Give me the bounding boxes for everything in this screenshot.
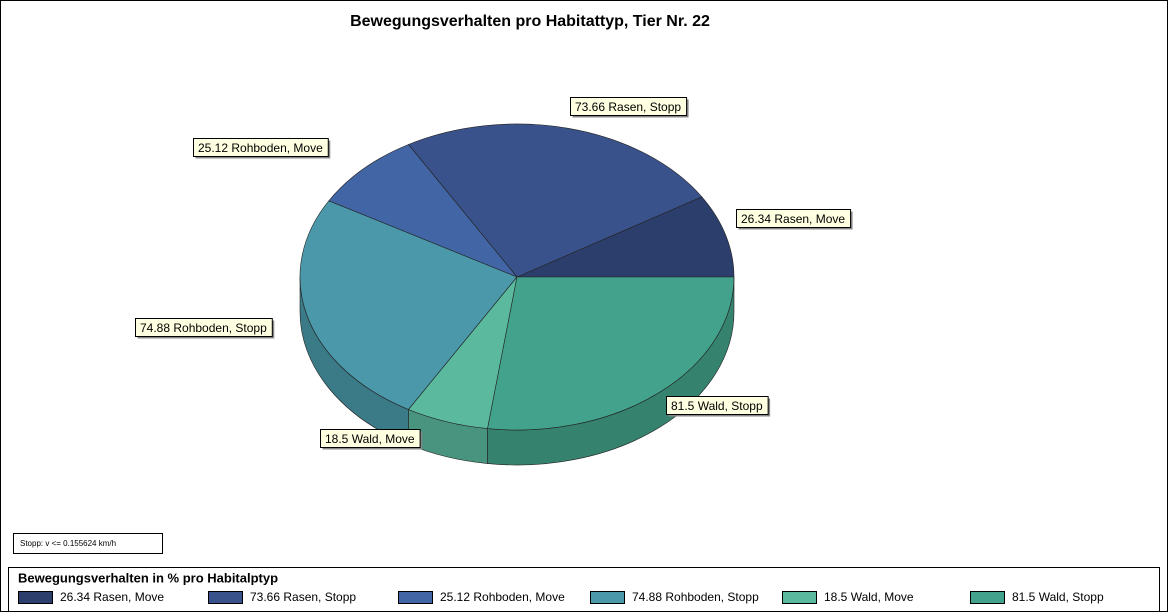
legend-label: 74.88 Rohboden, Stopp bbox=[632, 590, 759, 604]
slice bbox=[328, 144, 518, 278]
data-label: 81.5 Wald, Stopp bbox=[671, 399, 763, 413]
legend-label: 18.5 Wald, Move bbox=[824, 590, 914, 604]
slice bbox=[487, 276, 735, 431]
legend-label: 26.34 Rasen, Move bbox=[60, 590, 164, 604]
label-box bbox=[320, 429, 421, 448]
data-label: 18.5 Wald, Move bbox=[325, 432, 415, 446]
data-label: 73.66 Rasen, Stopp bbox=[575, 100, 681, 114]
legend-swatch bbox=[782, 591, 817, 604]
chart-title: Bewegungsverhalten pro Habitattyp, Tier … bbox=[350, 13, 710, 30]
label-box bbox=[570, 97, 688, 116]
legend-swatch bbox=[18, 591, 53, 604]
label-box bbox=[666, 396, 769, 415]
note: Stopp: v <= 0.155624 km/h bbox=[20, 539, 116, 548]
legend-title: Bewegungsverhalten in % pro Habitalptyp bbox=[18, 570, 278, 585]
note-box bbox=[13, 533, 163, 554]
label-box bbox=[736, 209, 852, 228]
label-box bbox=[193, 138, 329, 157]
legend-swatch bbox=[970, 591, 1005, 604]
data-label: 74.88 Rohboden, Stopp bbox=[140, 321, 267, 335]
legend-swatch bbox=[208, 591, 243, 604]
slice bbox=[408, 123, 703, 278]
legend-box bbox=[8, 567, 1160, 612]
legend-swatch bbox=[398, 591, 433, 604]
slice bbox=[299, 200, 518, 410]
legend-label: 25.12 Rohboden, Move bbox=[440, 590, 565, 604]
legend-label: 81.5 Wald, Stopp bbox=[1012, 590, 1104, 604]
data-label: 26.34 Rasen, Move bbox=[741, 212, 845, 226]
label-box bbox=[135, 318, 273, 337]
data-label: 25.12 Rohboden, Move bbox=[198, 141, 323, 155]
slice bbox=[516, 196, 735, 278]
legend-swatch bbox=[590, 591, 625, 604]
legend-label: 73.66 Rasen, Stopp bbox=[250, 590, 356, 604]
